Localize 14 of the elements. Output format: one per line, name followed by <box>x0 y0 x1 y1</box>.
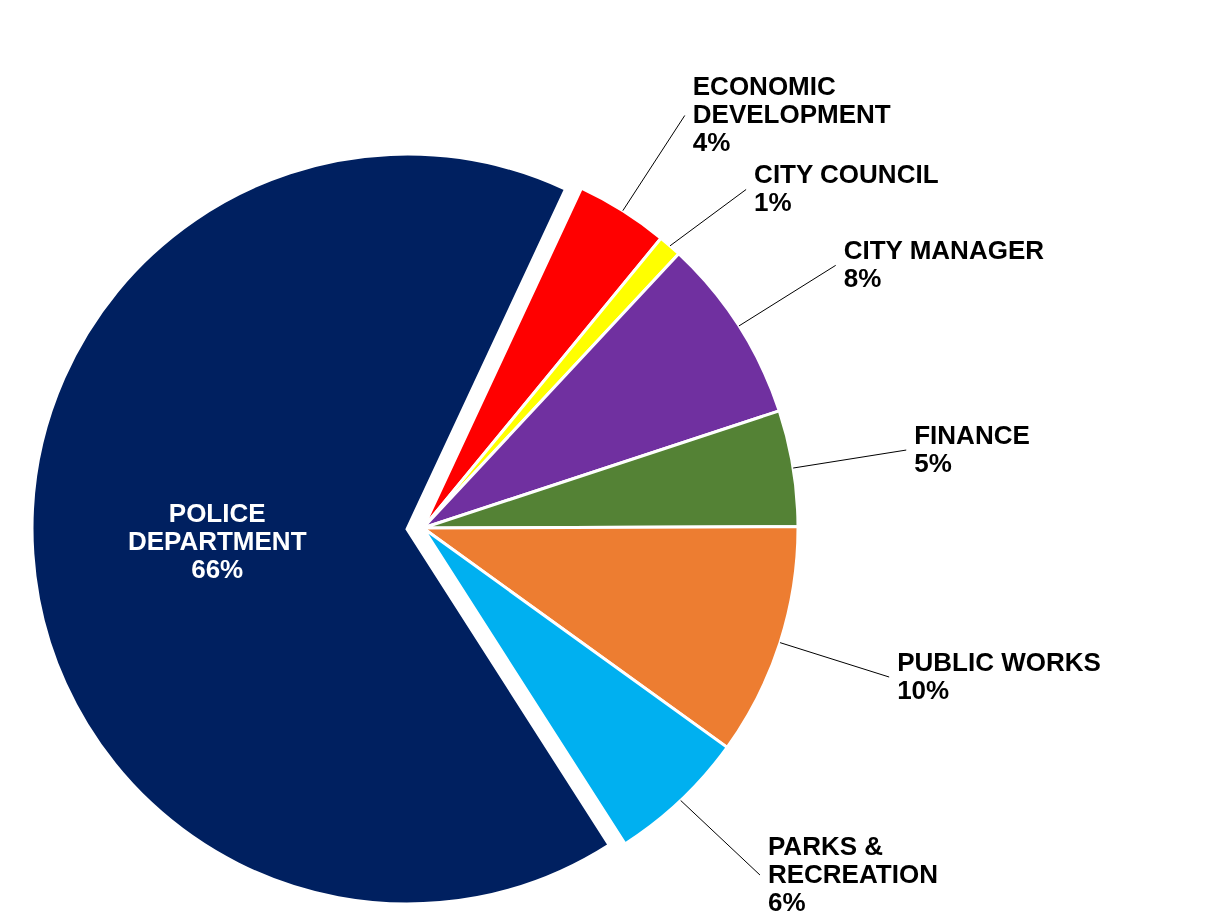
slice-label: PUBLIC WORKS <box>897 646 1101 677</box>
slice-label: PARKS & RECREATION <box>767 830 938 889</box>
data-label: 6% <box>767 886 806 915</box>
data-label: 1% <box>754 187 792 218</box>
slice-label: FINANCE <box>914 419 1030 450</box>
slice-label: CITY MANAGER <box>843 235 1045 266</box>
data-label: 8% <box>843 263 882 294</box>
data-label: 5% <box>914 447 952 478</box>
slice-label: POLICE DEPARTMENT <box>127 497 307 556</box>
data-label: 4% <box>692 127 731 158</box>
data-label: 10% <box>897 674 950 705</box>
slice-label: CITY COUNCIL <box>754 159 939 190</box>
slice-label: ECONOMIC DEVELOPMENT <box>692 71 891 130</box>
data-label: 66% <box>191 553 244 584</box>
